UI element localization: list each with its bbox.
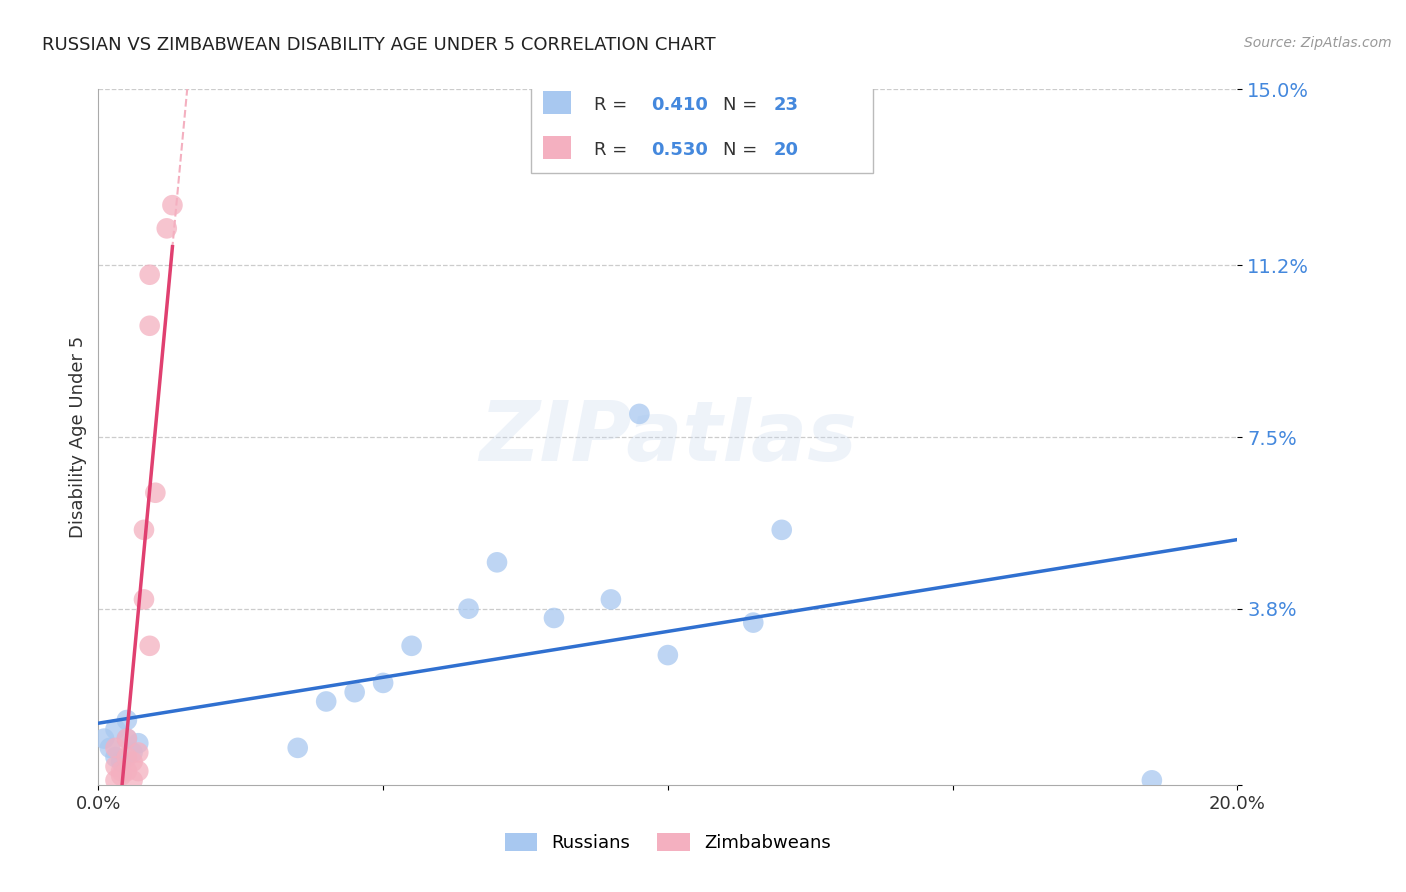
Point bbox=[98, 740, 121, 755]
Point bbox=[373, 676, 395, 690]
Point bbox=[110, 764, 132, 778]
Point bbox=[110, 755, 132, 769]
Text: N =: N = bbox=[723, 141, 762, 159]
Point bbox=[104, 750, 127, 764]
Point bbox=[742, 615, 765, 630]
Point bbox=[156, 221, 179, 235]
Point bbox=[104, 759, 127, 773]
Point bbox=[121, 773, 143, 788]
Point bbox=[104, 723, 127, 737]
Y-axis label: Disability Age Under 5: Disability Age Under 5 bbox=[69, 336, 87, 538]
Point bbox=[121, 755, 143, 769]
Text: 20: 20 bbox=[773, 141, 799, 159]
Point bbox=[93, 731, 115, 746]
FancyBboxPatch shape bbox=[531, 65, 873, 173]
Point bbox=[770, 523, 793, 537]
Point bbox=[127, 736, 149, 750]
Point bbox=[1140, 773, 1163, 788]
Text: ZIPatlas: ZIPatlas bbox=[479, 397, 856, 477]
Point bbox=[127, 764, 149, 778]
Point bbox=[315, 694, 337, 708]
Text: R =: R = bbox=[593, 95, 633, 113]
Point bbox=[132, 592, 155, 607]
Point bbox=[628, 407, 651, 421]
Point bbox=[486, 555, 509, 569]
Text: 0.530: 0.530 bbox=[651, 141, 707, 159]
Point bbox=[600, 592, 623, 607]
Point bbox=[457, 601, 479, 615]
Point bbox=[657, 648, 679, 662]
Text: 0.410: 0.410 bbox=[651, 95, 707, 113]
Bar bbox=[543, 91, 571, 113]
Point bbox=[401, 639, 423, 653]
Text: 23: 23 bbox=[773, 95, 799, 113]
Point bbox=[145, 485, 167, 500]
Point bbox=[115, 713, 138, 727]
Point bbox=[138, 639, 160, 653]
Point bbox=[115, 731, 138, 746]
Point bbox=[127, 746, 149, 760]
Bar bbox=[543, 136, 571, 159]
Text: RUSSIAN VS ZIMBABWEAN DISABILITY AGE UNDER 5 CORRELATION CHART: RUSSIAN VS ZIMBABWEAN DISABILITY AGE UND… bbox=[42, 36, 716, 54]
Point bbox=[104, 773, 127, 788]
Point bbox=[115, 764, 138, 778]
Text: R =: R = bbox=[593, 141, 633, 159]
Point bbox=[138, 318, 160, 333]
Point bbox=[104, 740, 127, 755]
Point bbox=[138, 268, 160, 282]
Point bbox=[543, 611, 565, 625]
Point bbox=[115, 750, 138, 764]
Text: Source: ZipAtlas.com: Source: ZipAtlas.com bbox=[1244, 36, 1392, 50]
Point bbox=[132, 523, 155, 537]
Point bbox=[343, 685, 366, 699]
Legend: Russians, Zimbabweans: Russians, Zimbabweans bbox=[498, 826, 838, 859]
Point bbox=[121, 746, 143, 760]
Point bbox=[110, 769, 132, 783]
Point bbox=[115, 731, 138, 746]
Text: N =: N = bbox=[723, 95, 762, 113]
Point bbox=[287, 740, 309, 755]
Point bbox=[162, 198, 184, 212]
